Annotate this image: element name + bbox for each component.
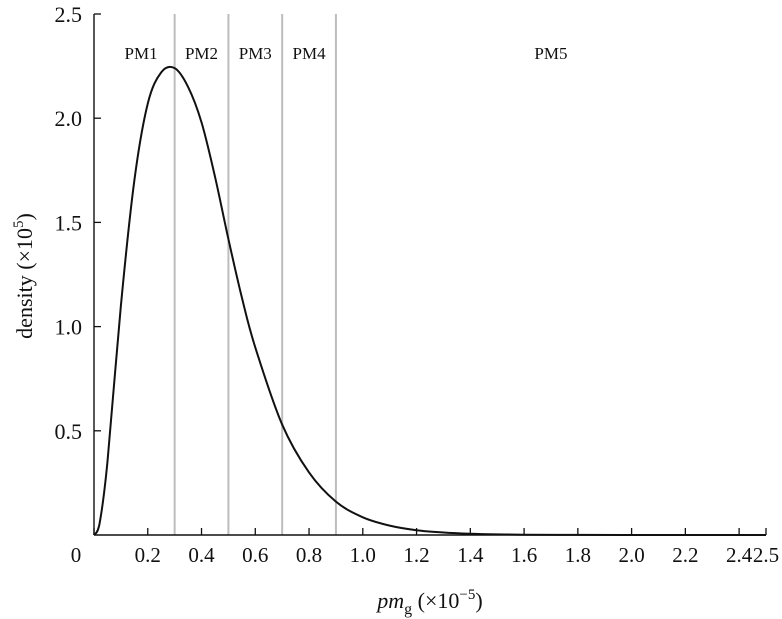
y-tick-label: 2.0 [55,106,83,131]
y-tick-label: 1.5 [55,210,83,235]
x-tick-label: 0.2 [135,543,161,567]
x-tick-label: 2.0 [618,543,644,567]
region-label-pm2: PM2 [185,44,218,63]
y-ticks: 0.5 1.0 1.5 2.0 2.5 [55,2,101,444]
x-tick-label: 1.8 [565,543,591,567]
x-tick-label: 1.6 [511,543,537,567]
x-tick-label: 0.4 [188,543,215,567]
region-label-pm1: PM1 [125,44,158,63]
x-tick-label: 0.6 [242,543,268,567]
x-tick-label: 2.2 [672,543,698,567]
x-ticks: 0 0.2 0.4 0.6 0.8 1.0 1.2 1.4 1.6 1.8 2.0 2.2 2.4 2.5 [71,528,779,567]
x-tick-label: 0.8 [296,543,322,567]
y-axis-title: density (×105) [11,213,37,339]
x-tick-label: 1.0 [350,543,376,567]
region-labels: PM1 PM2 PM3 PM4 PM5 [125,44,568,63]
x-tick-label: 1.4 [457,543,484,567]
x-tick-label: 2.4 [726,543,753,567]
y-tick-label: 1.0 [55,315,83,340]
region-label-pm5: PM5 [534,44,567,63]
x-tick-label: 0 [71,543,82,567]
y-tick-label: 2.5 [55,2,83,27]
x-tick-label: 1.2 [403,543,429,567]
x-tick-label: 2.5 [753,543,779,567]
region-label-pm4: PM4 [293,44,327,63]
density-curve [93,65,766,536]
region-label-pm3: PM3 [239,44,272,63]
y-tick-label: 0.5 [55,419,83,444]
x-axis-title: pmg (×10−5) [375,587,482,618]
region-boundaries [173,14,337,535]
